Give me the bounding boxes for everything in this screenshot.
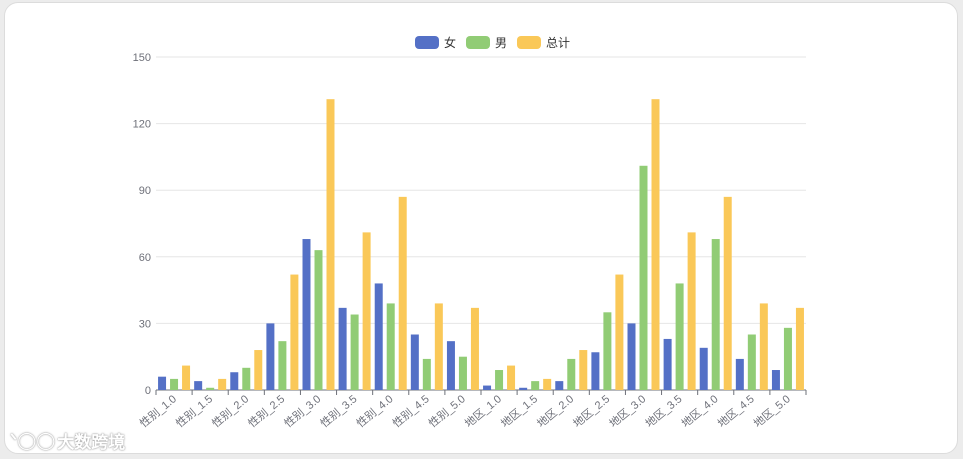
bar-1-9: [495, 370, 504, 390]
bar-0-14: [663, 338, 672, 390]
bar-0-16: [735, 358, 744, 390]
y-tick-label-0: 0: [145, 385, 151, 397]
watermark-logo-text: 大数跨境: [57, 433, 126, 452]
chart-card: 0 30 60 90 120 150 性别_1.0 性别_1.5 性别_2.0 性别_2.5 性别_…: [4, 2, 958, 454]
bar-1-14: [675, 283, 684, 390]
bar-1-17: [783, 327, 792, 390]
bar-1-10: [531, 381, 540, 390]
bar-1-0: [170, 378, 179, 390]
x-tick-label-1: 性别_1.5: [173, 392, 215, 431]
x-tick-label-2: 性别_2.0: [209, 392, 251, 431]
bar-2-3: [290, 274, 299, 390]
bar-1-4: [314, 250, 323, 390]
bar-0-0: [158, 376, 167, 390]
bar-1-5: [350, 314, 359, 390]
legend-item-male[interactable]: 男: [466, 34, 507, 51]
legend-item-female[interactable]: 女: [415, 34, 456, 51]
bar-0-5: [338, 307, 347, 390]
bar-1-6: [386, 303, 395, 390]
bar-2-10: [543, 378, 552, 390]
bar-2-12: [615, 274, 624, 390]
bar-2-17: [795, 307, 804, 390]
bar-1-3: [278, 341, 287, 390]
bar-2-5: [362, 232, 371, 390]
x-tick-label-4: 性别_3.0: [281, 392, 323, 431]
bar-0-13: [627, 323, 636, 390]
x-tick-label-16: 地区_4.5: [715, 392, 757, 430]
bar-2-0: [182, 365, 191, 390]
bar-0-7: [410, 334, 419, 390]
x-tick-label-8: 性别_5.0: [426, 392, 468, 431]
bar-2-14: [687, 232, 696, 390]
bar-chart: 0306090120150性别_1.0性别_1.5性别_2.0性别_2.5性别_…: [133, 52, 807, 431]
bar-0-17: [771, 370, 780, 390]
x-tick-label-0: 性别_1.0: [137, 392, 179, 431]
watermark-logo-icon: ᐠ◯◯: [10, 430, 56, 450]
bar-1-2: [242, 367, 251, 390]
bar-0-4: [302, 239, 311, 390]
x-tick-label-3: 性别_2.5: [245, 392, 287, 431]
y-tick-label-1: 30: [139, 318, 151, 330]
watermark-logo: ᐠ◯◯ 大数跨境: [10, 428, 125, 453]
bar-1-8: [458, 356, 467, 390]
bar-1-13: [639, 165, 648, 390]
bar-2-11: [579, 350, 588, 390]
bar-1-15: [711, 239, 720, 390]
y-tick-label-5: 150: [133, 52, 151, 64]
legend-swatch-male: [466, 35, 491, 49]
bar-2-16: [759, 303, 768, 390]
y-tick-label-3: 90: [139, 185, 151, 197]
x-tick-label-14: 地区_3.5: [643, 392, 685, 430]
bar-2-9: [507, 365, 516, 390]
bar-0-12: [591, 352, 600, 390]
x-tick-label-5: 性别_3.5: [317, 392, 359, 431]
x-tick-label-13: 地区_3.0: [607, 392, 649, 430]
bar-1-11: [567, 358, 576, 390]
bar-0-2: [230, 372, 239, 390]
bar-1-16: [747, 334, 756, 390]
x-tick-label-15: 地区_4.0: [679, 392, 721, 430]
bar-0-3: [266, 323, 275, 390]
x-tick-label-17: 地区_5.0: [751, 392, 793, 430]
y-tick-label-4: 120: [133, 119, 151, 131]
legend: 女 男 总计: [415, 34, 570, 50]
legend-item-total[interactable]: 总计: [517, 34, 570, 51]
legend-swatch-female: [415, 35, 439, 49]
legend-label-total: 总计: [546, 35, 571, 50]
x-tick-label-10: 地区_1.5: [498, 392, 540, 430]
y-tick-label-2: 60: [139, 252, 151, 264]
legend-swatch-total: [517, 35, 542, 49]
bar-0-10: [519, 387, 528, 390]
x-tick-label-11: 地区_2.0: [535, 392, 577, 430]
bar-0-8: [446, 341, 455, 390]
x-tick-label-7: 性别_4.5: [389, 392, 431, 431]
bar-0-11: [555, 381, 564, 390]
bar-2-7: [434, 303, 443, 390]
bar-0-6: [374, 283, 383, 390]
x-tick-label-9: 地区_1.0: [462, 392, 504, 430]
bar-2-15: [723, 196, 732, 390]
x-tick-label-12: 地区_2.5: [571, 392, 613, 430]
x-tick-label-6: 性别_4.0: [353, 392, 395, 431]
bar-2-2: [254, 350, 263, 390]
bar-1-7: [422, 358, 431, 390]
bar-2-8: [470, 307, 479, 390]
legend-label-female: 女: [444, 35, 457, 50]
bar-1-1: [206, 387, 215, 390]
bar-0-15: [699, 347, 708, 390]
bar-1-12: [603, 312, 612, 390]
legend-label-male: 男: [495, 35, 508, 50]
bar-0-1: [194, 381, 203, 390]
bar-2-6: [398, 196, 407, 390]
bar-2-4: [326, 99, 335, 391]
bar-2-1: [218, 378, 227, 390]
bar-2-13: [651, 99, 660, 391]
bar-0-9: [483, 385, 492, 390]
